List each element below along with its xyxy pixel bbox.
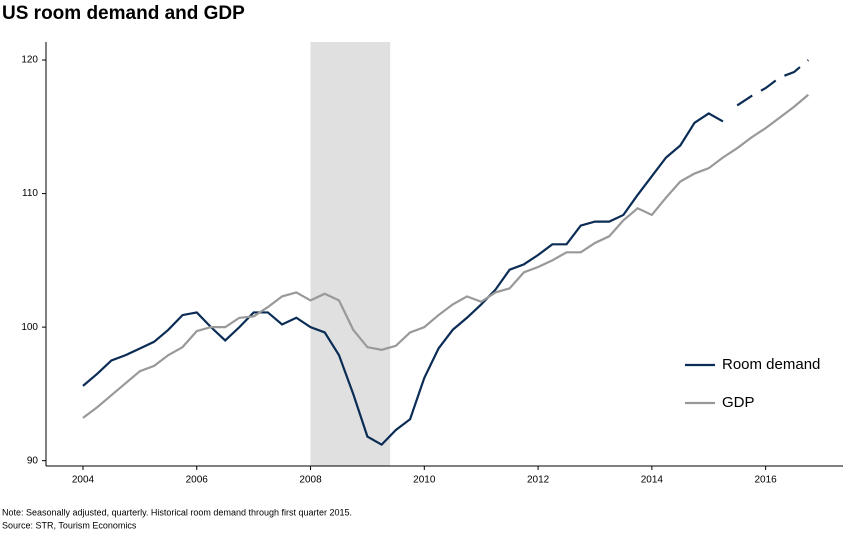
- legend-label: GDP: [722, 394, 755, 411]
- x-tick-label: 2008: [299, 475, 322, 486]
- x-tick-label: 2016: [755, 475, 778, 486]
- y-tick-label: 110: [22, 188, 38, 199]
- y-tick-label: 100: [21, 322, 38, 333]
- recession-shade: [310, 42, 391, 466]
- forecast-line: [736, 59, 810, 107]
- series-line: [82, 112, 724, 447]
- x-tick-label: 2014: [641, 475, 664, 486]
- x-tick-label: 2004: [72, 475, 95, 486]
- source: Source: STR, Tourism Economics: [2, 520, 137, 530]
- y-tick-label: 90: [27, 455, 39, 466]
- y-tick-label: 120: [21, 55, 38, 66]
- note: Note: Seasonally adjusted, quarterly. Hi…: [2, 507, 352, 517]
- legend-label: Room demand: [722, 356, 820, 373]
- chart-title: US room demand and GDP: [2, 3, 245, 24]
- x-tick-label: 2012: [527, 475, 550, 486]
- x-tick-label: 2006: [186, 475, 209, 486]
- series-line: [82, 93, 810, 419]
- x-tick-label: 2010: [413, 475, 436, 486]
